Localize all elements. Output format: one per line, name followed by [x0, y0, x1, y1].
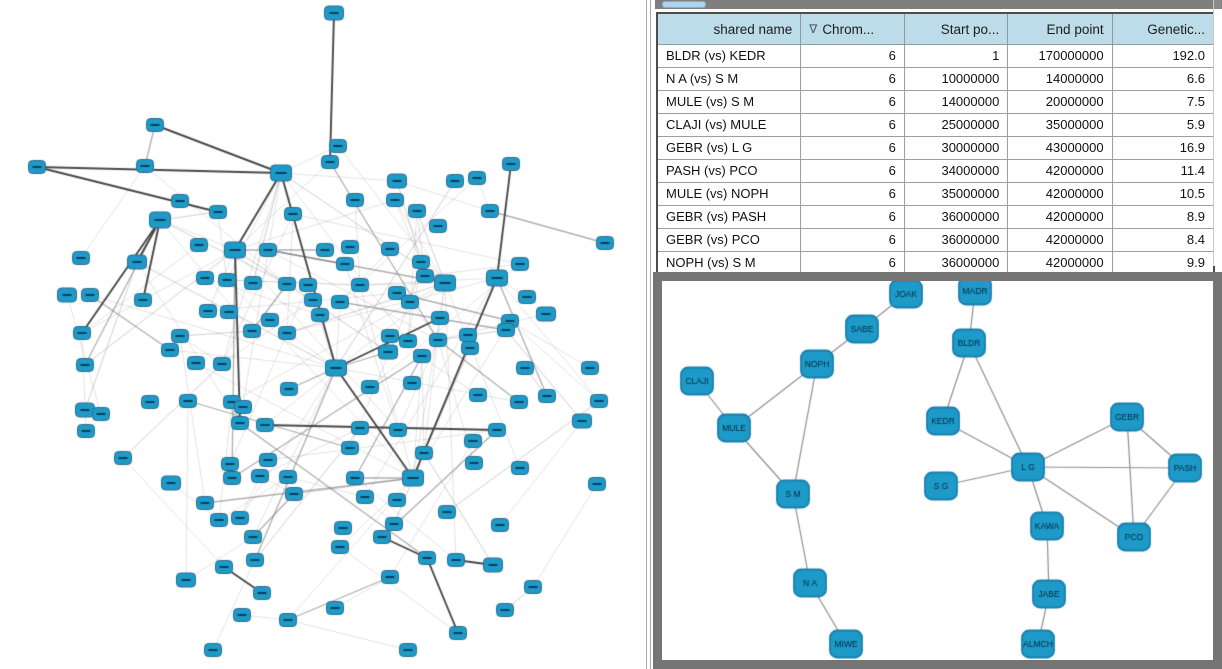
cell-shared-name: GEBR (vs) PASH [656, 205, 802, 229]
cell-value: 36000000 [903, 228, 1009, 252]
cell-value: 42000000 [1007, 182, 1113, 206]
cell-value: 43000000 [1007, 136, 1113, 160]
cell-value: 20000000 [1007, 90, 1113, 114]
cell-value: 36000000 [903, 205, 1009, 229]
cell-value: 25000000 [903, 113, 1009, 137]
pane-separator[interactable] [646, 0, 647, 669]
cell-value: 6 [800, 182, 905, 206]
cell-value: 42000000 [1007, 159, 1113, 183]
cell-value: 34000000 [903, 159, 1009, 183]
table-row[interactable]: PASH (vs) PCO 6 34000000 42000000 11.4 [656, 159, 1215, 183]
pane-separator[interactable] [650, 0, 651, 669]
cell-shared-name: GEBR (vs) PCO [656, 228, 802, 252]
column-header-genetic-[interactable]: Genetic... [1111, 12, 1215, 45]
column-header-chrom-[interactable]: ∇ Chrom... [800, 12, 905, 45]
cell-shared-name: MULE (vs) S M [656, 90, 802, 114]
cell-value: 14000000 [903, 90, 1009, 114]
cell-shared-name: MULE (vs) NOPH [656, 182, 802, 206]
cell-value: 7.5 [1111, 90, 1215, 114]
cell-value: 6 [800, 67, 905, 91]
cell-shared-name: PASH (vs) PCO [656, 159, 802, 183]
table-header: shared name ∇ Chrom... Start po... End point… [656, 12, 1215, 45]
cell-value: 6 [800, 251, 905, 276]
cell-value: 6 [800, 205, 905, 229]
table-row[interactable]: N A (vs) S M 6 10000000 14000000 6.6 [656, 67, 1215, 91]
cell-value: 1 [903, 44, 1009, 68]
cell-value: 42000000 [1007, 228, 1113, 252]
column-header-shared-name[interactable]: shared name [656, 12, 802, 45]
table-row[interactable]: GEBR (vs) L G 6 30000000 43000000 16.9 [656, 136, 1215, 160]
edge-attribute-table: shared name ∇ Chrom... Start po... End point… [656, 12, 1215, 276]
table-vertical-scrollbar[interactable] [1213, 0, 1221, 266]
cell-value: 14000000 [1007, 67, 1113, 91]
cell-value: 6 [800, 159, 905, 183]
filter-icon[interactable]: ∇ [809, 21, 818, 36]
filtered-network-panel [653, 272, 1222, 669]
scrollbar-cap [1214, 0, 1221, 9]
cell-value: 6 [800, 136, 905, 160]
cell-value: 8.4 [1111, 228, 1215, 252]
cell-value: 35000000 [1007, 113, 1113, 137]
cell-value: 35000000 [903, 182, 1009, 206]
cell-shared-name: BLDR (vs) KEDR [656, 44, 802, 68]
large-network-canvas[interactable] [0, 0, 650, 669]
cell-value: 5.9 [1111, 113, 1215, 137]
cell-value: 10.5 [1111, 182, 1215, 206]
cell-value: 9.9 [1111, 251, 1215, 276]
cell-shared-name: N A (vs) S M [656, 67, 802, 91]
scrollbar-thumb[interactable] [662, 1, 706, 8]
table-row[interactable]: NOPH (vs) S M 6 36000000 42000000 9.9 [656, 251, 1215, 276]
cell-value: 8.9 [1111, 205, 1215, 229]
filtered-network-canvas[interactable] [662, 281, 1213, 660]
cell-value: 16.9 [1111, 136, 1215, 160]
column-header-end-point[interactable]: End point [1007, 12, 1113, 45]
table-horizontal-scrollbar[interactable] [655, 0, 1222, 9]
cell-value: 42000000 [1007, 251, 1113, 276]
cell-value: 10000000 [903, 67, 1009, 91]
cell-value: 11.4 [1111, 159, 1215, 183]
column-header-start-po-[interactable]: Start po... [903, 12, 1009, 45]
cell-value: 36000000 [903, 251, 1009, 276]
table-row[interactable]: GEBR (vs) PCO 6 36000000 42000000 8.4 [656, 228, 1215, 252]
cell-value: 30000000 [903, 136, 1009, 160]
cell-value: 6.6 [1111, 67, 1215, 91]
cell-value: 6 [800, 90, 905, 114]
cell-value: 6 [800, 113, 905, 137]
cell-value: 192.0 [1111, 44, 1215, 68]
table-row[interactable]: MULE (vs) NOPH 6 35000000 42000000 10.5 [656, 182, 1215, 206]
table-row[interactable]: BLDR (vs) KEDR 6 1 170000000 192.0 [656, 44, 1215, 68]
cell-shared-name: GEBR (vs) L G [656, 136, 802, 160]
table-row[interactable]: MULE (vs) S M 6 14000000 20000000 7.5 [656, 90, 1215, 114]
cell-value: 170000000 [1007, 44, 1113, 68]
cell-value: 42000000 [1007, 205, 1113, 229]
table-row[interactable]: CLAJI (vs) MULE 6 25000000 35000000 5.9 [656, 113, 1215, 137]
cell-value: 6 [800, 228, 905, 252]
cell-value: 6 [800, 44, 905, 68]
table-row[interactable]: GEBR (vs) PASH 6 36000000 42000000 8.9 [656, 205, 1215, 229]
cell-shared-name: CLAJI (vs) MULE [656, 113, 802, 137]
